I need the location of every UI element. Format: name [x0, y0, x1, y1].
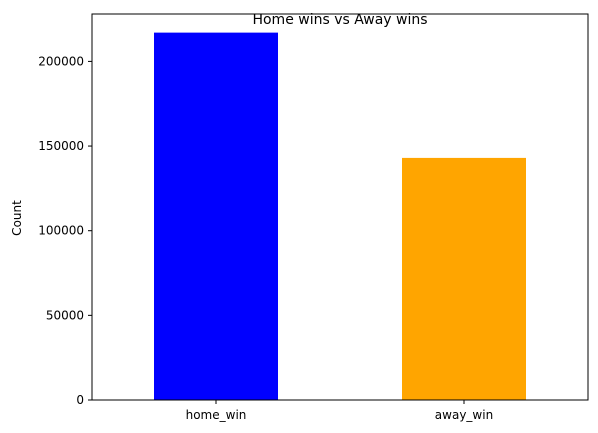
y-tick-label: 0 [76, 393, 84, 407]
y-tick-label: 200000 [38, 54, 84, 68]
bar-away-win [402, 157, 526, 400]
x-tick-label: away_win [435, 408, 493, 422]
y-tick-label: 100000 [38, 224, 84, 238]
y-tick-label: 150000 [38, 139, 84, 153]
plot-frame [91, 13, 589, 401]
x-tick-label: home_win [186, 408, 247, 422]
bars-group [154, 32, 526, 401]
y-ticks-group: 0 50000 100000 150000 200000 [38, 54, 92, 407]
x-ticks-group: home_win away_win [186, 400, 493, 422]
chart-title: Home wins vs Away wins [252, 12, 427, 28]
y-tick-label: 50000 [46, 308, 84, 322]
bar-home-win [154, 32, 278, 401]
y-axis-label: Count [10, 200, 24, 236]
